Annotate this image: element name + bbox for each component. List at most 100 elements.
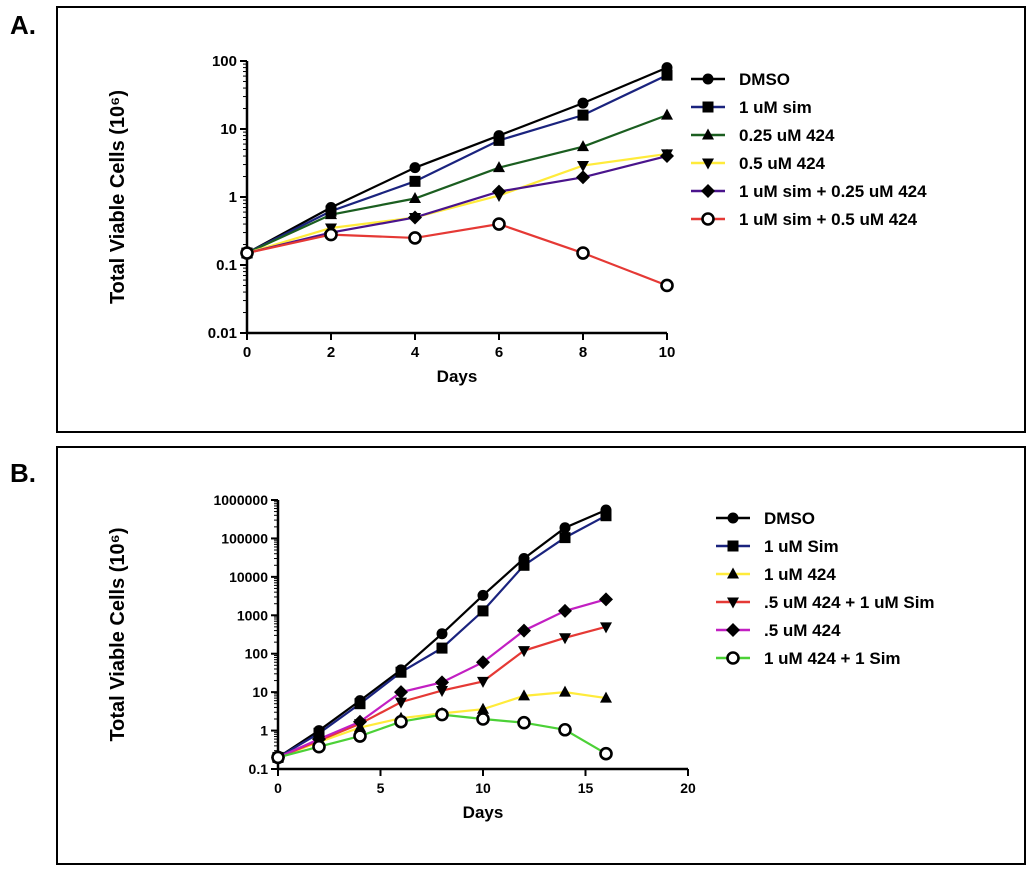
- chart-b-legend-marker-5: [726, 651, 740, 665]
- panel-b-chart: 0.1 1 10 100 1000 10000 100000 1000000 0 5 10 15 20 D…: [107, 492, 935, 822]
- chart-b-y-tick-label: 100000: [221, 530, 268, 546]
- panel-label-a: A.: [10, 10, 36, 40]
- chart-b-series-0-point: [559, 522, 571, 534]
- chart-a-y-tick-label: 0.1: [216, 257, 237, 274]
- chart-b-series-5-point: [271, 750, 285, 765]
- chart-b-series-1-point: [477, 605, 489, 617]
- chart-a-legend-marker-2: [702, 128, 714, 140]
- chart-a-series-2-point: [661, 108, 673, 120]
- chart-a-x-tick-label: 6: [495, 344, 503, 361]
- chart-b-series-4-point: [517, 623, 531, 638]
- chart-a-series-line-5: [246, 222, 668, 287]
- chart-b-legend-label-4: .5 uM 424: [764, 621, 841, 640]
- chart-a-x-tick-label: 4: [411, 344, 420, 361]
- chart-b-series-3-point: [600, 622, 612, 634]
- chart-b-series-2-point: [600, 691, 612, 703]
- chart-a-series-2-point: [325, 208, 337, 220]
- chart-a-legend-marker-3: [702, 158, 714, 170]
- chart-b-y-axis-label: Total Viable Cells (10⁶): [107, 527, 129, 741]
- chart-b-series-5-point: [599, 746, 613, 761]
- chart-b-series-1-point: [436, 642, 448, 654]
- chart-b-legend-label-5: 1 uM 424 + 1 Sim: [764, 649, 901, 668]
- chart-a-series-line-4: [246, 154, 668, 255]
- chart-b-y-tick-label: 1000: [237, 607, 268, 623]
- chart-b-series-0-point: [477, 589, 489, 601]
- chart-b-x-tick-label: 20: [680, 780, 696, 796]
- chart-a-x-tick-label: 10: [659, 344, 676, 361]
- chart-a-legend-marker-1: [702, 101, 714, 113]
- panel-label-b: B.: [10, 458, 36, 488]
- chart-b-y-tick-label: 1: [260, 723, 268, 739]
- chart-b-series-4-point: [435, 675, 449, 690]
- chart-b-legend-label-0: DMSO: [764, 509, 815, 528]
- chart-a-legend-marker-0: [702, 73, 714, 85]
- panel-a-chart: 0.01 0.1 1 10 100 0 2 4 6 8 10 Days Total Viable Cel…: [107, 53, 927, 386]
- chart-a-series-1-point: [661, 69, 673, 81]
- chart-a-series-0-point: [409, 162, 421, 174]
- chart-b-legend-label-1: 1 uM Sim: [764, 537, 839, 556]
- chart-b-series-2-point: [518, 689, 530, 701]
- chart-a-series-line-1: [246, 74, 668, 255]
- chart-a-series-5-point: [408, 231, 422, 245]
- chart-a-x-tick-label: 0: [243, 344, 251, 361]
- chart-a-legend-label-1: 1 uM sim: [739, 98, 812, 117]
- chart-b-series-3-point: [559, 633, 571, 645]
- chart-b-series-5-point: [435, 707, 449, 722]
- chart-b-series-5-point: [353, 729, 367, 743]
- chart-b-x-tick-label: 15: [578, 780, 594, 796]
- chart-b-legend-label-3: .5 uM 424 + 1 uM Sim: [764, 593, 935, 612]
- chart-a-series-1-point: [409, 175, 421, 187]
- chart-a-series-line-3: [246, 152, 668, 255]
- chart-b-series-4-point: [599, 592, 613, 607]
- chart-a-y-tick-label: 1: [229, 189, 237, 206]
- chart-b-series-2-point: [477, 702, 489, 714]
- chart-b-series-5-point: [476, 712, 490, 726]
- chart-b-series-5-point: [394, 714, 408, 729]
- chart-a-legend-label-2: 0.25 uM 424: [739, 126, 835, 145]
- chart-b-series-4-point: [476, 655, 490, 670]
- chart-b-x-axis-label: Days: [463, 803, 504, 822]
- chart-a-legend-marker-5: [701, 212, 715, 226]
- chart-a-y-tick-label: 10: [220, 121, 237, 138]
- chart-a-series-2-point: [409, 192, 421, 204]
- chart-a-series-line-2: [246, 114, 668, 255]
- chart-b-series-1-point: [600, 510, 612, 522]
- panel-b-frame: 0.1 1 10 100 1000 10000 100000 1000000 0 5 10 15 20 D…: [56, 446, 1026, 865]
- chart-b-y-tick-label: 0.1: [249, 761, 269, 777]
- chart-a-x-tick-label: 8: [579, 344, 587, 361]
- chart-a-series-0-point: [577, 97, 589, 109]
- chart-b-series-4-point: [353, 714, 367, 729]
- chart-b-x-tick-label: 10: [475, 780, 491, 796]
- chart-a-legend-label-5: 1 uM sim + 0.5 uM 424: [739, 210, 918, 229]
- panel-a-frame: 0.01 0.1 1 10 100 0 2 4 6 8 10 Days Total Viable Cel…: [56, 6, 1026, 433]
- chart-b-series-5-point: [558, 722, 572, 737]
- chart-b-series-5-point: [517, 715, 531, 730]
- chart-a-legend-label-3: 0.5 uM 424: [739, 154, 826, 173]
- chart-b-series-0-point: [436, 628, 448, 640]
- chart-b-series-2-point: [559, 685, 571, 697]
- chart-a-series-4-point: [660, 149, 674, 164]
- chart-a-series-2-point: [493, 161, 505, 173]
- chart-b-x-tick-label: 5: [377, 780, 385, 796]
- chart-a-series-5-point: [576, 246, 590, 260]
- chart-b-series-3-point: [436, 686, 448, 698]
- chart-a-series-line-0: [246, 66, 668, 254]
- chart-b-legend-label-2: 1 uM 424: [764, 565, 836, 584]
- chart-b-x-tick-label: 0: [274, 780, 282, 796]
- chart-b-series-3-point: [518, 646, 530, 658]
- chart-a-y-axis-label: Total Viable Cells (10⁶): [107, 90, 129, 304]
- chart-a-x-tick-label: 2: [327, 344, 335, 361]
- chart-b-legend-marker-0: [727, 512, 739, 524]
- chart-a-series-1-point: [493, 134, 505, 146]
- chart-b-legend-marker-1: [727, 540, 739, 552]
- chart-a-series-5-point: [660, 278, 674, 293]
- chart-b-series-4-point: [558, 603, 572, 618]
- chart-b-series-3-point: [477, 676, 489, 688]
- chart-b-series-4-point: [394, 685, 408, 700]
- chart-a-legend-label-4: 1 uM sim + 0.25 uM 424: [739, 182, 927, 201]
- chart-a-series-3-point: [577, 161, 589, 173]
- chart-a-series-2-point: [577, 140, 589, 152]
- chart-b-series-1-point: [395, 666, 407, 678]
- chart-b-series-4-point: [312, 732, 326, 747]
- chart-b-y-tick-label: 10: [252, 684, 268, 700]
